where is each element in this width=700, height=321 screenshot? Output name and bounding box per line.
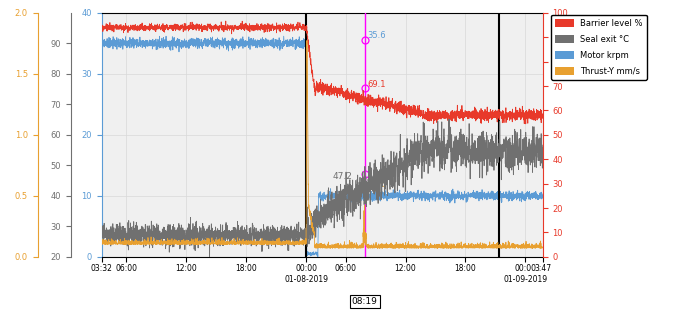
Legend: Barrier level %, Seal exit °C, Motor krpm, Thrust-Y mm/s: Barrier level %, Seal exit °C, Motor krp… xyxy=(551,14,647,80)
Text: 0.56: 0.56 xyxy=(368,180,386,189)
Text: 47.2: 47.2 xyxy=(333,172,353,181)
Text: 35.6: 35.6 xyxy=(368,31,386,40)
Text: 08:19: 08:19 xyxy=(352,297,378,306)
Text: 69.1: 69.1 xyxy=(368,80,386,89)
